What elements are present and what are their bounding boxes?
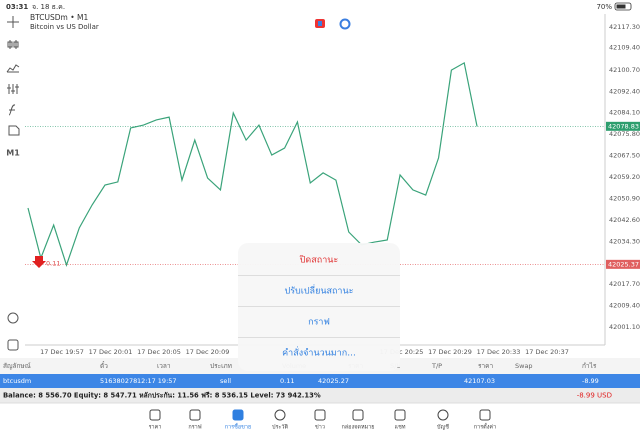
table-header: ราคา [478,362,493,370]
nav-label[interactable]: แชท [395,424,406,431]
left-toolbar [6,16,20,351]
time-tick-label: 17 Dec 20:29 [428,348,472,356]
menu-item[interactable]: ปิดสถานะ [300,255,339,266]
table-cell: 516380278 [100,377,137,385]
table-cell: -8.99 [582,377,599,385]
table-header: ตั๋ว [100,361,108,370]
table-header: T/P [431,362,442,370]
nav-label[interactable]: กล่องจดหมาย [341,425,374,431]
status-battery: 70% [596,3,612,11]
nav-label[interactable]: ข่าว [315,425,325,431]
price-tick-label: 42067.50 [609,152,640,160]
chart-description: Bitcoin vs US Dollar [30,23,99,31]
table-cell: 12:17 19:57 [137,377,177,385]
price-line [27,61,478,267]
nav-icon[interactable] [479,409,491,421]
zoom-icon[interactable] [7,312,19,324]
nav-icon[interactable] [394,409,406,421]
summary-profit: -8.99 USD [577,392,612,400]
price-tick-label: 42009.40 [609,302,640,310]
objects-icon[interactable] [8,125,20,136]
nav-icon[interactable] [274,409,286,421]
nav-label[interactable]: กราฟ [188,424,201,431]
table-cell: btcusdm [3,377,31,385]
status-time: 03:31 [6,3,28,11]
table-cell: 42107.03 [464,377,495,385]
summary-text: Balance: 8 556.70 Equity: 8 547.71 หลักป… [3,392,321,400]
battery-level [616,4,626,9]
price-tick-label: 42050.90 [609,194,640,202]
price-tick-label: 42001.10 [609,323,640,331]
menu-item[interactable]: กราฟ [308,318,330,328]
plot: 42117.30 42109.40 42100.70 42092.40 42084.10… [25,23,640,356]
nav-icon[interactable] [352,409,364,421]
menu-item[interactable]: คำสั่งจำนวนมาก... [282,346,356,359]
nav-label[interactable]: การซื้อขาย [225,423,251,431]
table-cell: sell [220,377,231,385]
time-tick-label: 17 Dec 19:57 [40,348,84,356]
time-tick-label: 17 Dec 20:37 [525,348,569,356]
nav-icon[interactable] [149,409,161,421]
context-menu: ปิดสถานะปรับเปลี่ยนสถานะกราฟคำสั่งจำนวนม… [238,243,400,371]
table-cell: 42025.27 [318,377,349,385]
nav-icon[interactable] [189,409,201,421]
table-header: สัญลักษณ์ [3,362,31,370]
time-tick-label: 17 Dec 20:09 [186,348,230,356]
price-tick-label: 42059.20 [609,173,640,181]
table-header: เวลา [157,362,171,370]
current-price-label: 42078.83 [608,122,639,130]
time-tick-label: 17 Dec 20:33 [477,348,521,356]
table-header: ประเภท [210,362,232,370]
indicators-icon[interactable] [6,64,20,73]
price-tick-label: 42117.30 [609,23,640,31]
order-price-label: 42025.37 [608,260,639,268]
price-tick-label: 42034.30 [609,237,640,245]
order-price-box [606,259,640,269]
scale-icon[interactable] [7,339,19,351]
sell-arrow[interactable] [32,256,46,268]
price-tick-label: 42100.70 [609,66,640,74]
nav-label[interactable]: บัญชี [437,424,449,431]
timeframe[interactable]: M1 [6,149,20,158]
nav-icon[interactable] [437,409,449,421]
table-header: Swap [515,362,533,370]
sync-icon[interactable] [339,18,351,30]
table-header: กำไร [582,362,597,370]
time-tick-label: 17 Dec 20:25 [380,348,424,356]
chart-symbol: BTCUSDm • M1 [30,13,89,22]
current-price-box [606,121,640,131]
nav-label[interactable]: ประวัติ [272,424,288,431]
candles-icon[interactable] [7,40,19,49]
status-date: จ. 18 ธ.ค. [32,3,65,11]
price-tick-label: 42017.70 [609,280,640,288]
nav-icon[interactable] [232,409,244,421]
time-tick-label: 17 Dec 20:01 [89,348,133,356]
trade-icon-inner [318,21,322,26]
summary-bg [0,388,640,403]
price-tick-label: 42109.40 [609,43,640,51]
nav-icon[interactable] [314,409,326,421]
nav-label[interactable]: การตั้งค่า [474,423,496,431]
position-row-bg[interactable] [0,374,640,388]
price-tick-label: 42092.40 [609,87,640,95]
nav-label[interactable]: ราคา [149,425,162,431]
settings-icon[interactable] [7,84,19,94]
table-cell: 0.11 [280,377,294,385]
price-tick-label: 42042.60 [609,216,640,224]
menu-item[interactable]: ปรับเปลี่ยนสถานะ [285,284,354,297]
price-tick-label: 42084.10 [609,109,640,117]
time-tick-label: 17 Dec 20:05 [137,348,181,356]
order-volume-label: 0.11 [46,259,60,267]
battery-icon [614,2,632,11]
price-tick-label: 42075.80 [609,130,640,138]
function-icon[interactable] [8,104,16,116]
crosshair-icon[interactable] [7,16,19,28]
